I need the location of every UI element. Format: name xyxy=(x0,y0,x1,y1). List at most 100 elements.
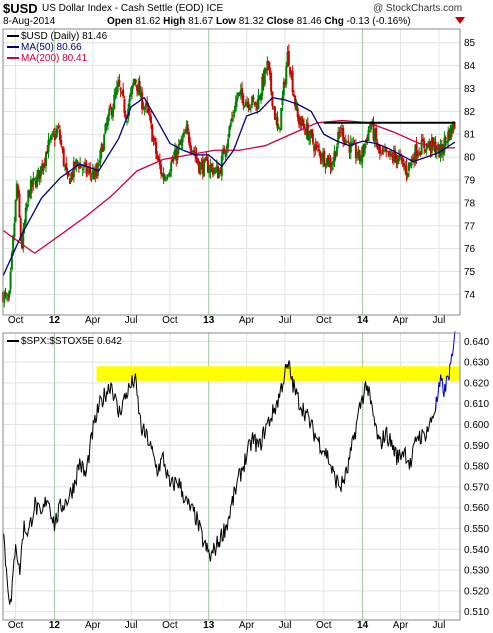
candle xyxy=(61,146,64,154)
candle xyxy=(79,156,82,170)
candle xyxy=(328,153,331,168)
candle-body xyxy=(303,124,306,129)
candle-body xyxy=(301,119,304,125)
candle-body xyxy=(357,149,360,157)
candle xyxy=(304,128,307,136)
candle-body xyxy=(237,92,240,97)
candle-body xyxy=(328,159,331,167)
y-tick-label: 0.610 xyxy=(464,399,489,410)
candle-body xyxy=(206,160,209,173)
candle xyxy=(372,116,375,142)
y-tick-label: 0.590 xyxy=(464,441,489,452)
candle xyxy=(382,147,385,155)
candle xyxy=(29,175,32,200)
candle xyxy=(5,292,8,301)
candle xyxy=(65,156,68,175)
candle xyxy=(433,137,436,153)
candle-body xyxy=(101,146,104,152)
candle-body xyxy=(411,158,414,161)
candle-body xyxy=(144,103,147,107)
y-tick-label: 0.560 xyxy=(464,503,489,514)
candle xyxy=(419,150,422,157)
candle xyxy=(361,145,364,168)
candle xyxy=(18,189,21,219)
candle-body xyxy=(252,97,255,100)
candle-body xyxy=(109,107,112,109)
candle-body xyxy=(157,157,160,161)
candle xyxy=(108,104,111,122)
candle-body xyxy=(172,157,175,161)
candle xyxy=(421,133,424,142)
candle-body xyxy=(239,90,242,96)
candle xyxy=(26,201,29,212)
candle xyxy=(232,110,235,122)
candle-body xyxy=(177,144,180,150)
candle xyxy=(396,155,399,169)
candle xyxy=(41,159,44,175)
candle xyxy=(161,172,164,177)
candle xyxy=(113,88,116,110)
candle xyxy=(70,171,73,183)
candle xyxy=(378,144,381,160)
candle-body xyxy=(235,97,238,102)
candle-body xyxy=(79,163,82,169)
candle-body xyxy=(34,180,37,187)
candle xyxy=(114,87,117,100)
x-tick-label: 13 xyxy=(203,620,215,631)
candle-body xyxy=(377,147,380,149)
candle xyxy=(404,161,407,175)
candle-body xyxy=(171,159,174,162)
x-tick-label: Oct xyxy=(162,620,178,631)
candle xyxy=(308,130,311,146)
candle xyxy=(106,113,109,130)
candle-body xyxy=(215,166,218,170)
candle-body xyxy=(210,164,213,167)
candle-body xyxy=(450,126,453,133)
candle xyxy=(33,177,36,181)
candle-body xyxy=(281,96,284,106)
candle xyxy=(387,150,390,158)
candle-body xyxy=(209,165,212,172)
candle xyxy=(277,123,280,130)
candle xyxy=(14,199,17,224)
candle xyxy=(276,111,279,132)
candle-body xyxy=(413,157,416,163)
candle-body xyxy=(80,164,83,168)
candle xyxy=(162,167,165,185)
candle xyxy=(179,139,182,146)
candle xyxy=(175,144,178,167)
candle-body xyxy=(410,158,413,166)
candle-body xyxy=(225,146,228,153)
candle xyxy=(286,46,289,68)
candle xyxy=(373,128,376,148)
candle xyxy=(201,153,204,180)
candle-body xyxy=(13,223,16,237)
candle-body xyxy=(138,80,141,96)
y-tick-label: 0.520 xyxy=(464,586,489,597)
candle-body xyxy=(299,121,302,124)
candle-body xyxy=(4,292,7,295)
candle-body xyxy=(361,147,364,163)
candle-body xyxy=(292,94,295,97)
candle xyxy=(281,90,284,111)
stockcharts-credit[interactable]: @ StockCharts.com xyxy=(373,3,463,14)
candle xyxy=(228,125,231,139)
x-tick-label: Oct xyxy=(316,620,332,631)
candle-body xyxy=(137,83,140,94)
candle xyxy=(356,151,359,162)
x-tick-label: Apr xyxy=(85,620,101,631)
candle-body xyxy=(162,173,165,180)
legend-ma50: MA(50) 80.66 xyxy=(7,42,82,53)
candle xyxy=(278,128,281,133)
y-tick-label: 0.620 xyxy=(464,378,489,389)
candle xyxy=(132,78,135,89)
candle xyxy=(48,137,51,146)
x-tick-label: Oct xyxy=(8,620,24,631)
candle-body xyxy=(39,166,42,177)
x-tick-label: 14 xyxy=(357,620,369,631)
candle-body xyxy=(86,170,89,173)
x-tick-label: Apr xyxy=(393,620,409,631)
candle-body xyxy=(75,159,78,166)
candle-body xyxy=(280,107,283,131)
